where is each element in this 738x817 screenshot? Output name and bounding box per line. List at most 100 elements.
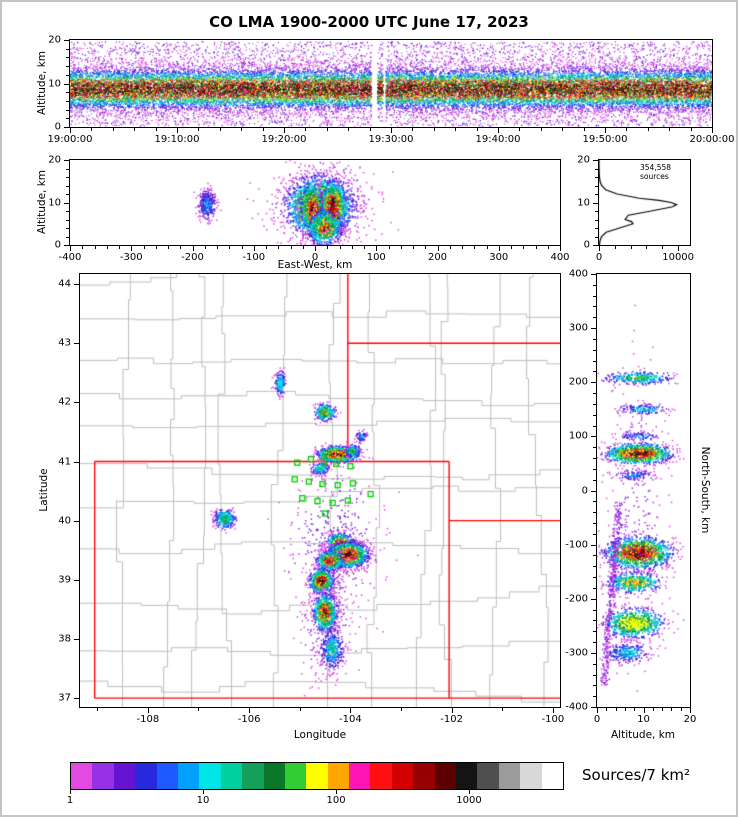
tick-mark: [451, 708, 453, 713]
tick-mark: [595, 177, 598, 178]
tick-mark: [595, 185, 598, 187]
tick-mark: [712, 128, 713, 133]
tick-mark: [662, 246, 664, 249]
tick-mark: [412, 128, 414, 131]
tick-label: -100: [242, 252, 266, 263]
tick-mark: [433, 128, 435, 131]
tick-mark: [327, 246, 329, 249]
tick-label: 0: [595, 252, 603, 263]
colorbar-segment: [541, 763, 563, 789]
tick-mark: [64, 202, 69, 204]
colorbar-segment: [71, 763, 93, 789]
tick-mark: [66, 236, 69, 238]
tick-mark: [204, 246, 206, 249]
tick-mark: [70, 128, 71, 133]
tick-mark: [593, 160, 598, 161]
tick-mark: [591, 436, 596, 438]
tick-mark: [591, 544, 596, 546]
tick-mark: [652, 708, 654, 711]
tick-mark: [593, 403, 596, 405]
tick-label: -100: [541, 714, 565, 725]
tick-mark: [155, 128, 157, 131]
tick-label: 19:20:00: [261, 134, 307, 145]
colorbar-tick-label: 100: [326, 795, 346, 806]
tick-mark: [70, 246, 71, 251]
tick-mark: [498, 128, 499, 133]
tick-mark: [593, 338, 596, 340]
tick-mark: [643, 708, 645, 713]
tick-mark: [593, 620, 596, 622]
colorbar-tick-label: 1: [66, 795, 74, 806]
tick-label: 41: [58, 456, 71, 467]
tick-mark: [401, 708, 402, 711]
tick-label: 0: [54, 121, 61, 133]
tick-label: 100: [366, 252, 386, 263]
tick-mark: [591, 274, 596, 275]
time-height-ylabel: Altitude, km: [36, 50, 48, 116]
figure-title: CO LMA 1900-2000 UTC June 17, 2023: [209, 13, 529, 31]
tick-label: 200: [568, 376, 588, 388]
tick-mark: [198, 128, 200, 131]
tick-mark: [476, 128, 478, 131]
tick-mark: [593, 512, 596, 514]
tick-mark: [591, 328, 596, 330]
colorbar-segment: [456, 763, 478, 789]
time-height-canvas: [70, 40, 712, 127]
tick-mark: [593, 577, 596, 579]
tick-mark: [192, 246, 194, 251]
colorbar-segment: [242, 763, 264, 789]
tick-mark: [147, 708, 149, 713]
tick-mark: [593, 317, 596, 319]
tick-mark: [74, 579, 79, 581]
tick-mark: [599, 246, 600, 251]
tick-label: 400: [550, 252, 570, 263]
colorbar-segment: [135, 763, 157, 789]
tick-label: -300: [119, 252, 143, 263]
tick-mark: [593, 349, 596, 351]
tick-mark: [552, 708, 554, 713]
tick-mark: [591, 652, 596, 654]
tick-mark: [400, 246, 402, 249]
colorbar-segment: [477, 763, 499, 789]
tick-label: -102: [440, 714, 463, 725]
tick-mark: [70, 790, 71, 794]
tick-label: 19:10:00: [154, 134, 200, 145]
tick-label: 43: [58, 337, 71, 349]
tick-mark: [593, 587, 596, 589]
tick-mark: [134, 128, 136, 131]
tick-mark: [364, 246, 365, 249]
tick-mark: [562, 128, 564, 131]
colorbar-segment: [199, 763, 221, 789]
tick-mark: [351, 246, 353, 249]
tick-label: 10: [577, 197, 590, 208]
tick-mark: [593, 479, 596, 481]
map-xlabel: Longitude: [293, 729, 347, 741]
source-count-annotation: 354,558 sources: [640, 163, 672, 181]
tick-label: 300: [568, 322, 588, 334]
tick-label: -108: [136, 714, 160, 725]
tick-mark: [112, 128, 114, 131]
tick-mark: [523, 246, 525, 249]
tick-mark: [64, 83, 69, 85]
map-ylabel: Latitude: [38, 468, 50, 512]
tick-mark: [262, 128, 264, 131]
tick-mark: [615, 708, 617, 711]
tick-mark: [66, 228, 69, 229]
tick-mark: [241, 128, 243, 131]
tick-mark: [593, 393, 596, 395]
tick-mark: [519, 128, 521, 131]
colorbar-tick-label: 10: [196, 795, 210, 806]
colorbar-segment: [306, 763, 328, 789]
tick-mark: [91, 128, 93, 131]
tick-mark: [593, 284, 596, 286]
tick-mark: [630, 246, 632, 249]
tick-label: -400: [58, 252, 82, 263]
colorbar-segment: [370, 763, 392, 789]
colorbar-segment: [263, 763, 285, 789]
tick-mark: [680, 708, 682, 711]
tick-mark: [74, 638, 79, 640]
tick-mark: [155, 246, 157, 249]
tick-mark: [74, 284, 79, 286]
tick-label: 0: [583, 239, 590, 251]
tick-mark: [74, 520, 79, 522]
